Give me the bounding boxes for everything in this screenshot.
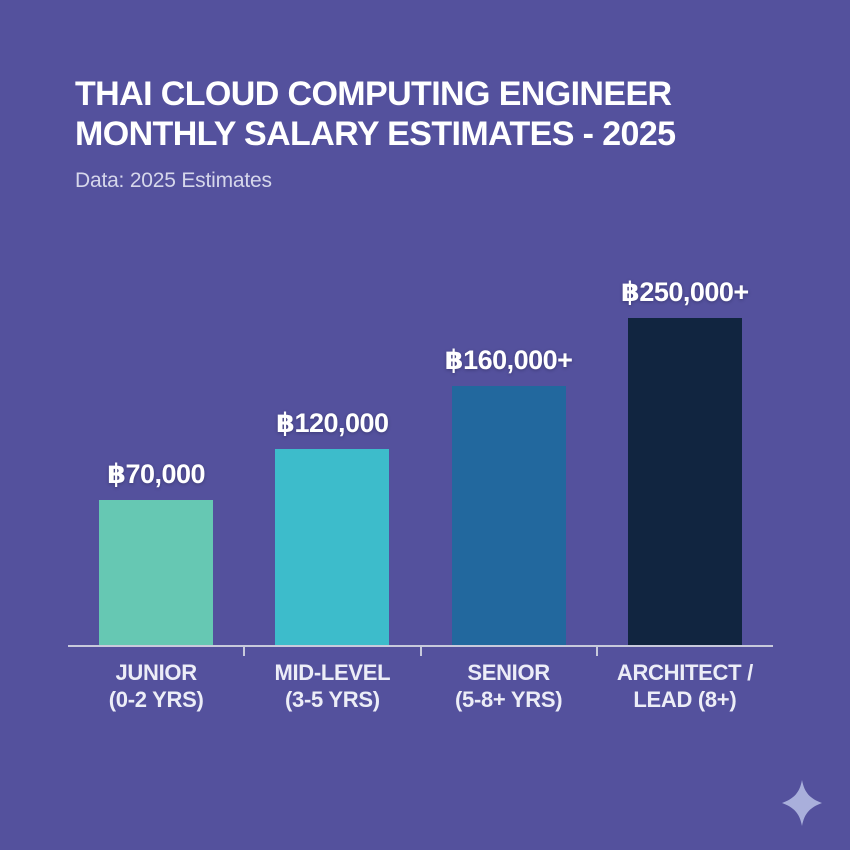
bar-architect-lead xyxy=(627,318,742,645)
chart-title-line-1: THAI CLOUD COMPUTING ENGINEER xyxy=(75,75,672,113)
bar-value-label-architect-lead: ฿250,000+ xyxy=(621,277,749,307)
category-label-line: (0-2 YRS) xyxy=(108,687,204,712)
x-axis-tick xyxy=(243,647,246,656)
bar-junior xyxy=(99,500,214,645)
bar-group-senior: ฿160,000+ xyxy=(421,280,597,645)
category-label-line: (5-8+ YRS) xyxy=(455,687,563,712)
category-label-line: (3-5 YRS) xyxy=(285,687,380,712)
category-label-senior: SENIOR (5-8+ YRS) xyxy=(421,659,597,713)
category-label-architect-lead: ARCHITECT / LEAD (8+) xyxy=(597,659,773,713)
chart-subtitle: Data: 2025 Estimates xyxy=(75,169,272,192)
bar-value-label-senior: ฿160,000+ xyxy=(444,345,573,375)
category-label-line: ARCHITECT / xyxy=(616,660,753,685)
category-label-line: MID-LEVEL xyxy=(274,660,391,685)
bar-chart-plot-area: ฿70,000 ฿120,000 ฿160,000+ ฿250,000+ xyxy=(68,277,773,645)
x-axis-category-labels: JUNIOR (0-2 YRS) MID-LEVEL (3-5 YRS) SENIOR(… xyxy=(68,659,773,713)
category-label-line: JUNIOR xyxy=(115,660,197,685)
x-axis-tick xyxy=(419,647,422,656)
bar-group-mid-level: ฿120,000 xyxy=(244,280,420,645)
category-label-line: SENIOR xyxy=(467,660,550,685)
x-axis-ticks xyxy=(68,645,773,659)
chart-title: THAI CLOUD COMPUTING ENGINEER MONTHLY SA… xyxy=(75,74,785,154)
x-axis-tick xyxy=(595,647,598,656)
bar-senior xyxy=(451,386,566,645)
chart-title-line-2: MONTHLY SALARY ESTIMATES - 2025 xyxy=(75,115,676,153)
bar-group-architect-lead: ฿250,000+ xyxy=(597,277,773,645)
bar-value-label-junior: ฿70,000 xyxy=(107,459,206,489)
category-label-mid-level: MID-LEVEL (3-5 YRS) xyxy=(244,659,420,713)
header: THAI CLOUD COMPUTING ENGINEER MONTHLY SA… xyxy=(75,74,785,193)
sparkle-icon xyxy=(782,780,822,826)
bar-group-junior: ฿70,000 xyxy=(68,280,244,645)
x-axis-line xyxy=(68,645,773,647)
bar-value-label-mid-level: ฿120,000 xyxy=(276,408,389,438)
bar-mid-level xyxy=(275,449,390,645)
category-label-line: LEAD (8+) xyxy=(633,687,737,712)
category-label-junior: JUNIOR (0-2 YRS) xyxy=(68,659,244,713)
